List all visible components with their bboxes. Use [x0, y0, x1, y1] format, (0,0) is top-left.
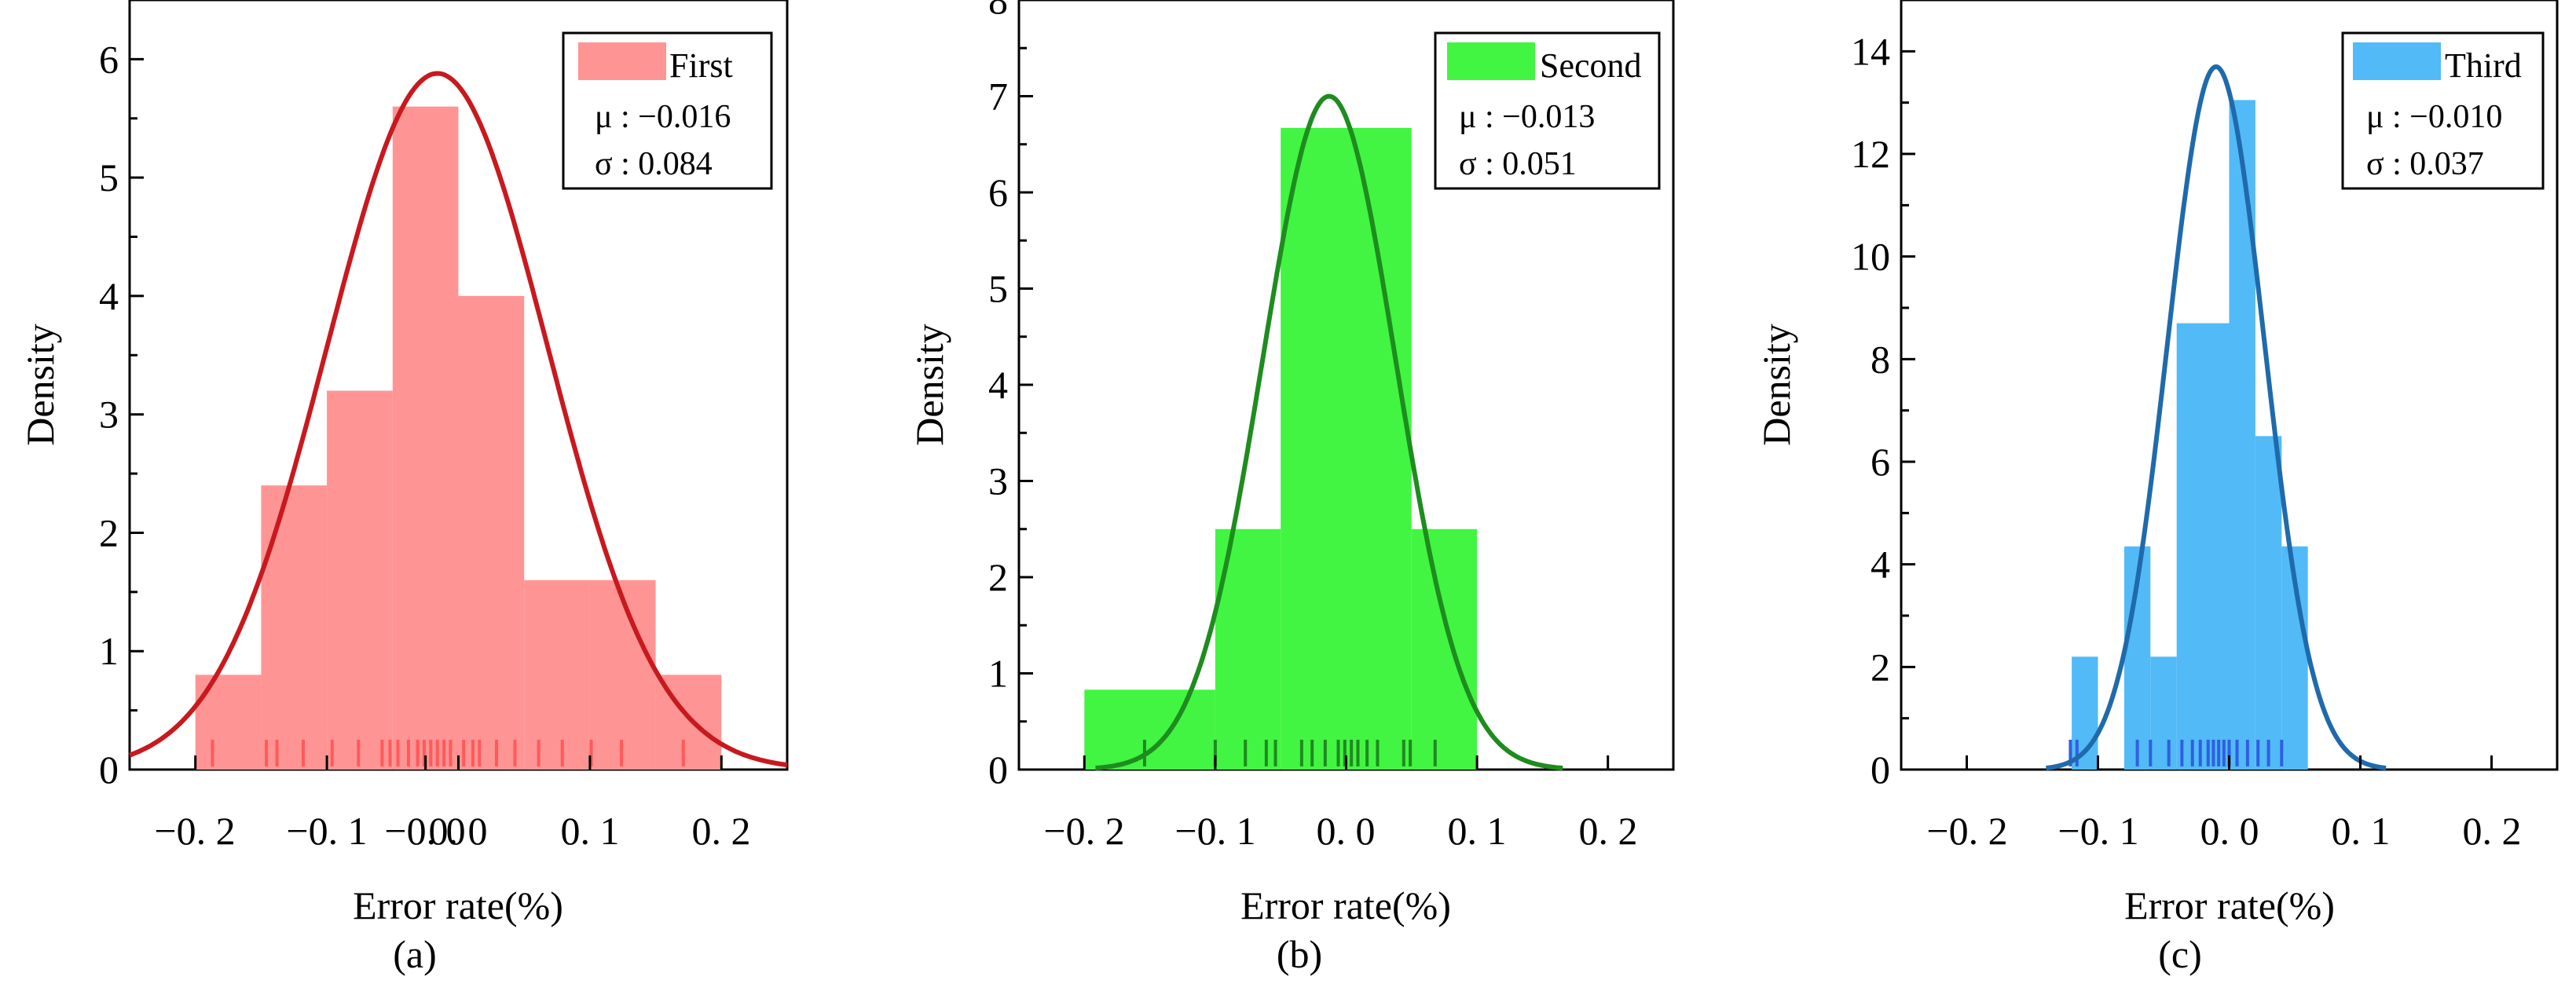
- legend: Third μ : −0.010 σ : 0.037: [2341, 31, 2545, 190]
- legend-swatch: [1447, 42, 1535, 80]
- x-axis: −0. 2 −0. 1 0. 0 0. 1 0. 2: [1043, 755, 1638, 853]
- x-tick-label: 0. 2: [1579, 809, 1638, 853]
- legend-mu: μ : −0.010: [2366, 99, 2502, 135]
- y-tick-label: 0: [99, 748, 119, 792]
- histogram-bar: [327, 390, 393, 770]
- y-tick-label: 0: [988, 748, 1008, 792]
- legend-series-label: First: [669, 46, 733, 85]
- histogram-bar: [261, 485, 328, 770]
- y-tick-label: 8: [1871, 337, 1890, 381]
- y-axis-title: Density: [1754, 324, 1798, 446]
- y-tick-label: 5: [988, 267, 1008, 311]
- rug-marks: [211, 740, 685, 766]
- histogram-bar: [1084, 689, 1215, 770]
- histogram-bar: [2150, 656, 2177, 770]
- y-axis: 0 1 2 3 4 5 6 7 8: [988, 0, 1033, 792]
- y-tick-label: 2: [99, 510, 119, 554]
- normal-fit-curve: [128, 71, 788, 768]
- histogram-bar: [1411, 528, 1478, 770]
- y-tick-label: 2: [988, 555, 1008, 599]
- histogram-bar: [2255, 436, 2282, 770]
- legend: First μ : −0.016 σ : 0.084: [562, 31, 773, 190]
- histogram-bar: [458, 295, 525, 770]
- y-tick-label: 4: [988, 363, 1008, 407]
- histogram-bars: [1084, 127, 1478, 770]
- panel-b: 0 1 2 3 4 5 6 7 8 −0. 2 −0. 1 0. 0 0. 1 0. 2 Err…: [907, 0, 1675, 976]
- legend-sigma: σ : 0.051: [1459, 146, 1577, 182]
- y-tick-label: 10: [1851, 235, 1890, 279]
- histogram-bar: [589, 580, 656, 770]
- x-tick-label: 0. 0: [1317, 809, 1376, 853]
- histogram-bar: [2229, 100, 2255, 770]
- y-tick-label: 4: [99, 274, 119, 318]
- y-tick-label: 14: [1851, 29, 1890, 73]
- legend-series-label: Third: [2445, 46, 2522, 85]
- y-tick-label: 6: [988, 170, 1008, 214]
- histogram-bar: [2176, 323, 2230, 770]
- y-axis-title: Density: [907, 324, 951, 446]
- x-axis-title: Error rate(%): [1240, 883, 1451, 927]
- x-tick-label: −0. 2: [154, 809, 235, 853]
- panel-caption: (b): [1277, 932, 1322, 976]
- y-tick-label: 5: [99, 155, 119, 199]
- x-tick-label: 0. 2: [692, 809, 751, 853]
- legend-swatch: [578, 42, 666, 80]
- x-tick-label: 0. 1: [1448, 809, 1507, 853]
- x-axis-title: Error rate(%): [353, 883, 563, 927]
- y-tick-label: 3: [988, 459, 1008, 503]
- x-axis: −0. 2 −0. 1 −0. 0 0. 0 0. 1 0. 2: [154, 755, 751, 853]
- histogram-bar: [1281, 127, 1412, 770]
- x-tick-label: 0. 0: [2200, 809, 2259, 853]
- y-tick-label: 1: [988, 652, 1008, 696]
- rug-marks: [2068, 740, 2284, 766]
- x-tick-label: −0. 1: [2058, 809, 2138, 853]
- y-tick-label: 6: [1871, 440, 1890, 484]
- x-tick-label: −0. 1: [1174, 809, 1255, 853]
- histogram-bar: [524, 580, 590, 770]
- histogram-bars: [2072, 100, 2308, 770]
- legend-sigma: σ : 0.037: [2366, 146, 2484, 182]
- y-tick-label: 7: [988, 75, 1008, 119]
- x-axis-title: Error rate(%): [2124, 883, 2335, 927]
- x-tick-label: 0. 0: [429, 809, 488, 853]
- x-tick-label: −0. 1: [286, 809, 367, 853]
- legend: Second μ : −0.013 σ : 0.051: [1434, 31, 1661, 190]
- x-tick-label: −0. 2: [1043, 809, 1124, 853]
- x-tick-label: 0. 1: [561, 809, 620, 853]
- legend-mu: μ : −0.013: [1459, 99, 1595, 135]
- y-tick-label: 4: [1871, 543, 1890, 587]
- y-tick-label: 1: [99, 629, 119, 673]
- x-tick-label: 0. 2: [2463, 809, 2522, 853]
- x-tick-label: 0. 1: [2332, 809, 2391, 853]
- y-tick-label: 6: [99, 37, 119, 81]
- y-tick-label: 0: [1871, 748, 1890, 792]
- x-tick-label: −0. 2: [1926, 809, 2007, 853]
- legend-mu: μ : −0.016: [595, 99, 731, 135]
- histogram-bar: [392, 106, 459, 770]
- x-tick-label: −0. 0: [384, 809, 465, 853]
- panel-caption: (a): [393, 932, 437, 976]
- normal-fit-curve: [1095, 93, 1563, 771]
- panel-c: 0 2 4 6 8 10 12 14 −0. 2 −0. 1 0. 0 0. 1 0. 2 E…: [1754, 0, 2559, 976]
- y-tick-label: 2: [1871, 645, 1890, 689]
- y-axis: 0 2 4 6 8 10 12 14: [1851, 29, 1915, 792]
- x-axis: −0. 2 −0. 1 0. 0 0. 1 0. 2: [1926, 755, 2522, 853]
- y-axis: 0 1 2 3 4 5 6: [99, 37, 144, 792]
- legend-sigma: σ : 0.084: [595, 146, 713, 182]
- y-axis-title: Density: [18, 324, 62, 446]
- y-tick-label: 8: [988, 0, 1008, 22]
- y-tick-label: 3: [99, 393, 119, 437]
- normal-fit-curve: [2046, 64, 2387, 770]
- legend-swatch: [2353, 42, 2441, 80]
- legend-series-label: Second: [1540, 46, 1642, 85]
- panel-caption: (c): [2158, 932, 2202, 976]
- y-tick-label: 12: [1851, 132, 1890, 176]
- histogram-bars: [195, 106, 722, 770]
- panel-a: 0 1 2 3 4 5 6 −0. 2 −0. 1 −0. 0 0. 0 0. 1 0. 2…: [18, 0, 789, 976]
